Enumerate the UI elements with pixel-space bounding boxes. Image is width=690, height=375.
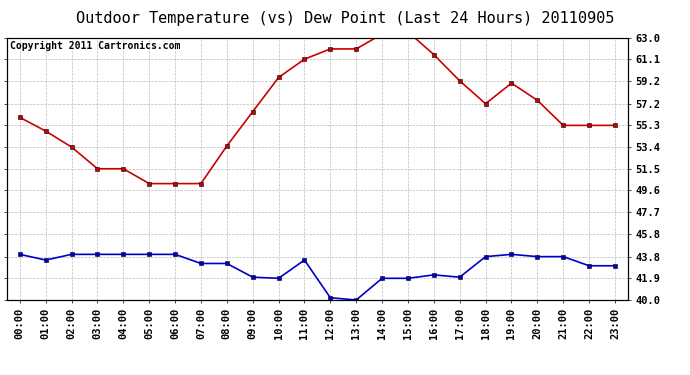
Text: Outdoor Temperature (vs) Dew Point (Last 24 Hours) 20110905: Outdoor Temperature (vs) Dew Point (Last… bbox=[76, 11, 614, 26]
Text: Copyright 2011 Cartronics.com: Copyright 2011 Cartronics.com bbox=[10, 42, 180, 51]
